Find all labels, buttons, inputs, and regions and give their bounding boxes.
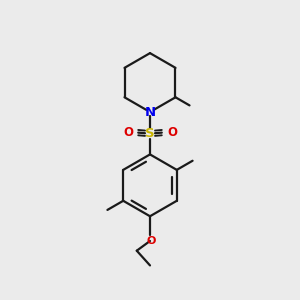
Text: N: N — [144, 106, 156, 118]
Text: O: O — [146, 236, 156, 246]
Text: O: O — [167, 126, 177, 139]
Text: S: S — [145, 127, 155, 140]
Text: O: O — [123, 126, 133, 139]
